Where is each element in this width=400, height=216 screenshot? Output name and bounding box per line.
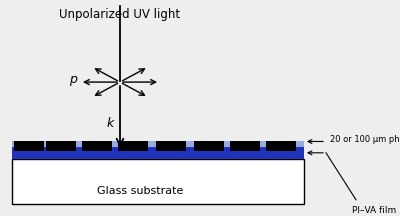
Text: 20 or 100 μm photomask: 20 or 100 μm photomask: [330, 135, 400, 144]
Text: PI–VA film: PI–VA film: [352, 206, 396, 215]
Text: $\mathbf{\it{k}}$: $\mathbf{\it{k}}$: [106, 116, 116, 130]
Bar: [12, 141, 304, 147]
Text: $p$: $p$: [69, 74, 78, 88]
Text: Unpolarized UV light: Unpolarized UV light: [60, 8, 180, 21]
Bar: [12, 159, 304, 204]
Bar: [118, 141, 148, 151]
Text: Glass substrate: Glass substrate: [97, 186, 183, 196]
Bar: [156, 141, 186, 151]
Bar: [194, 141, 224, 151]
Bar: [82, 141, 112, 151]
Bar: [12, 147, 304, 159]
Bar: [14, 141, 44, 151]
Bar: [230, 141, 260, 151]
Bar: [266, 141, 296, 151]
Bar: [46, 141, 76, 151]
